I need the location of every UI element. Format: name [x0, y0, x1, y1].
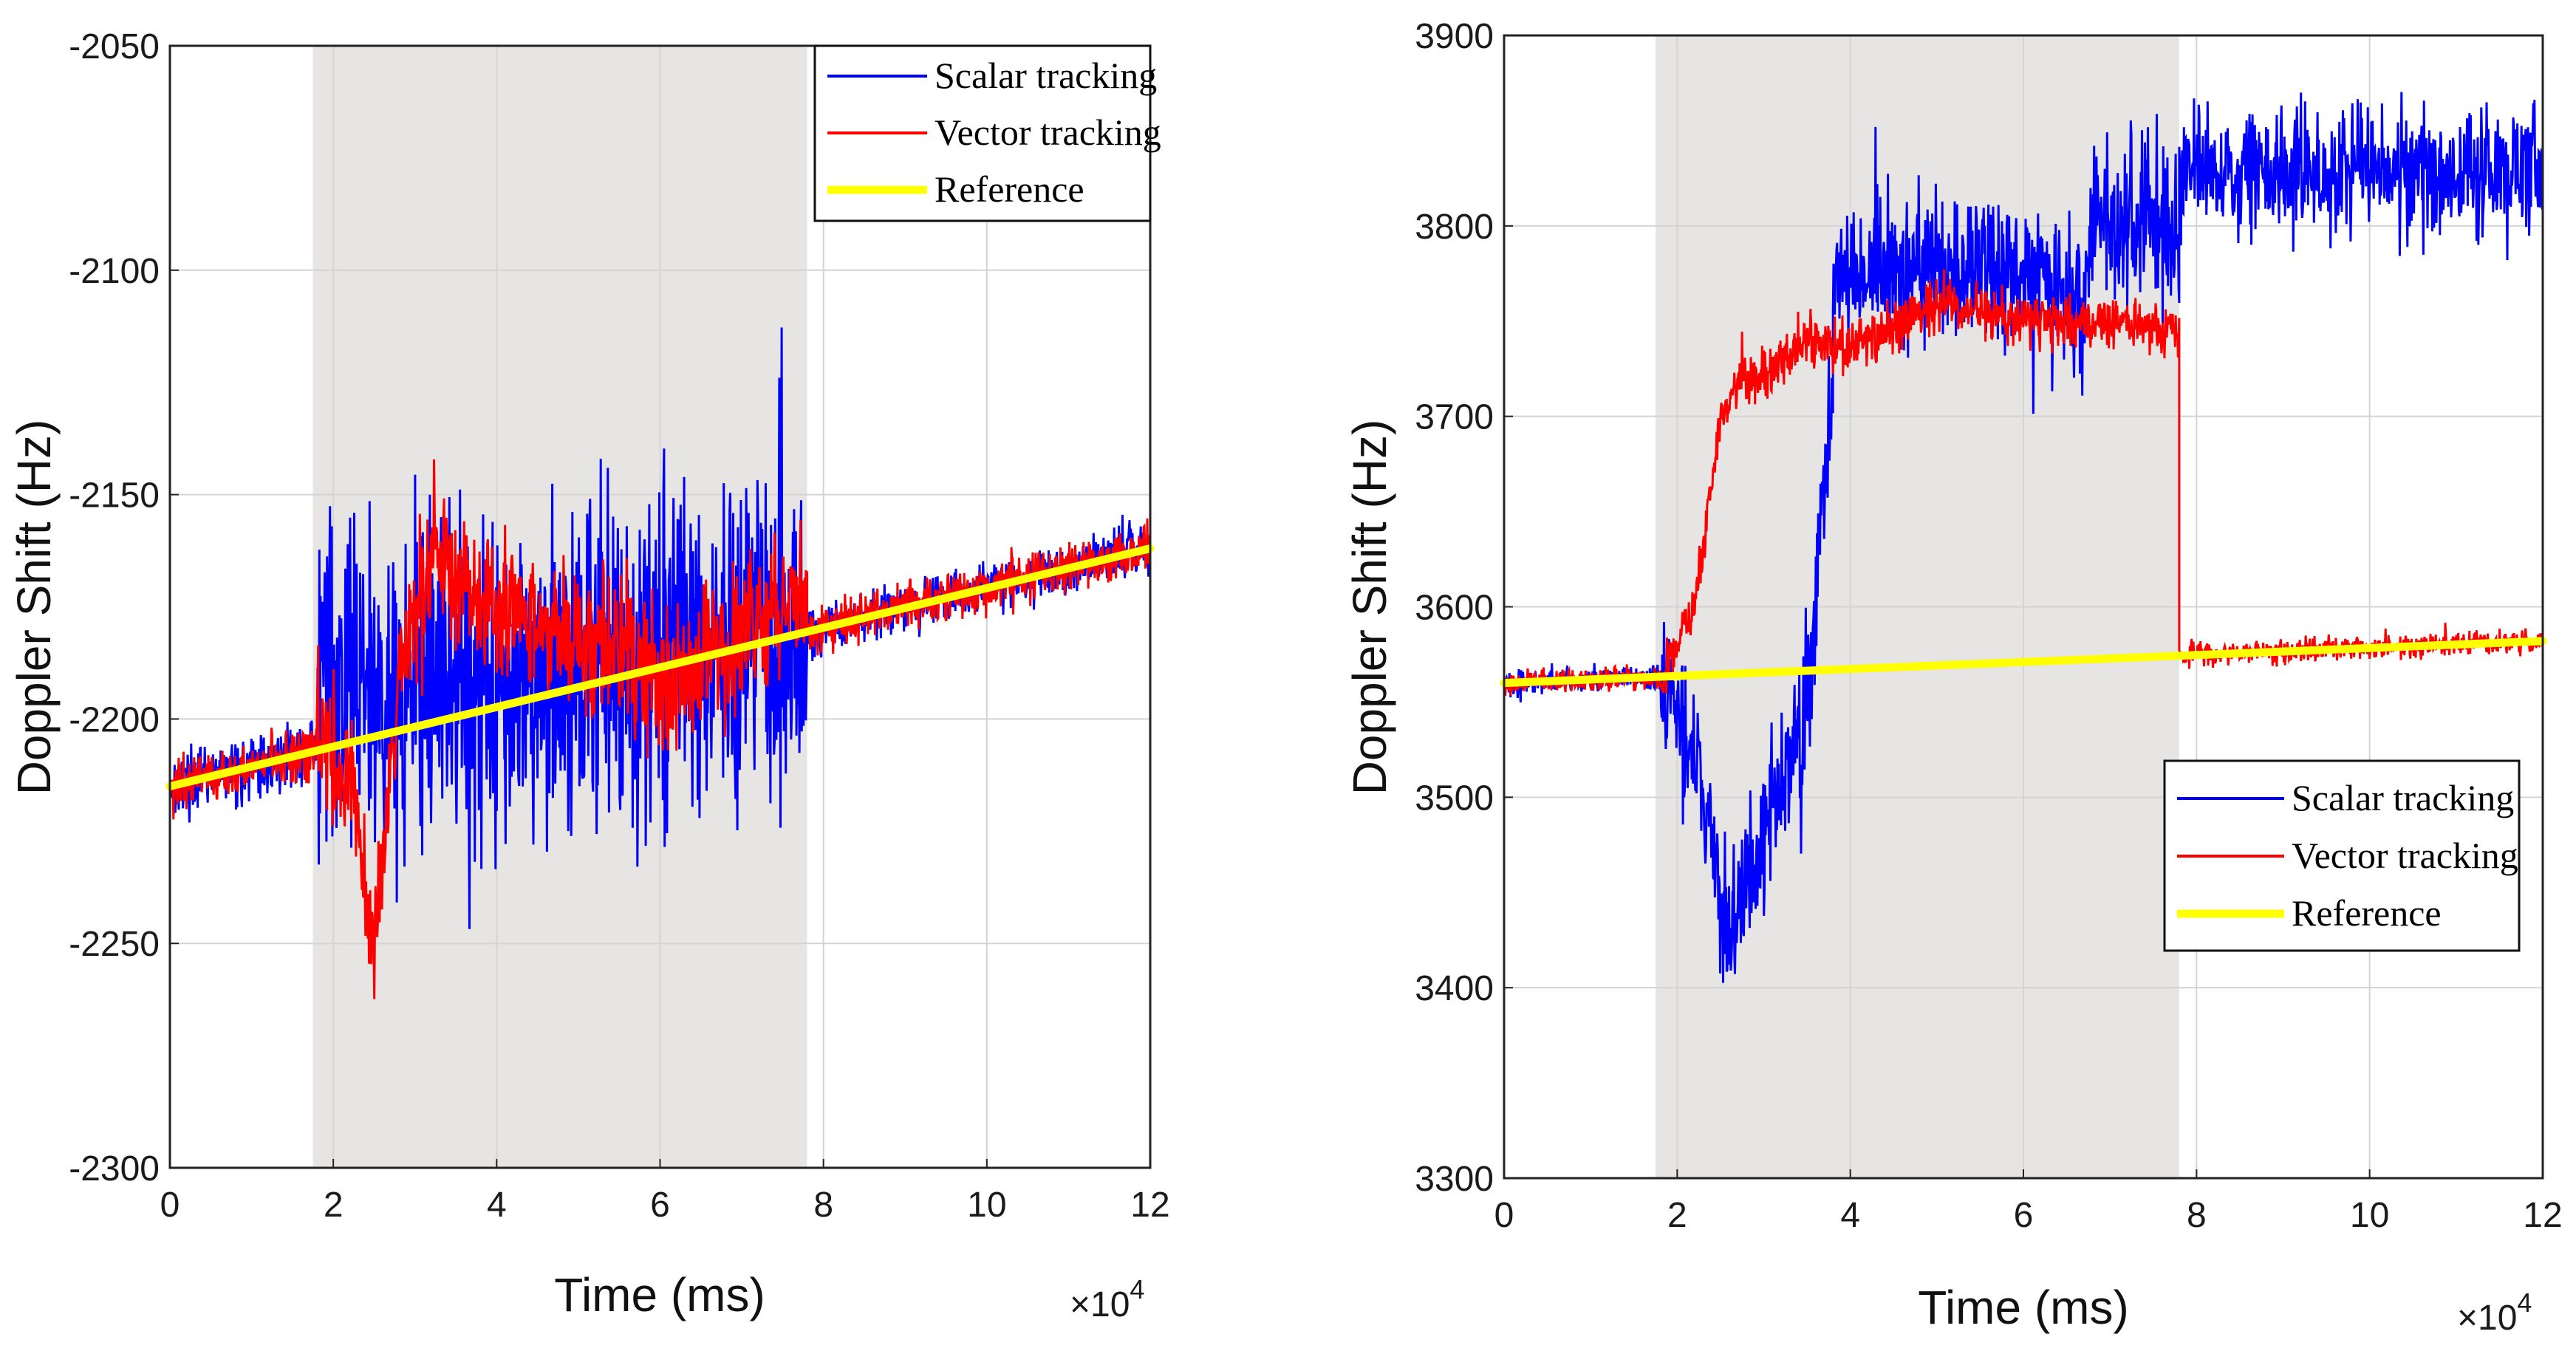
y-tick-label: 3400	[1415, 969, 1494, 1008]
y-tick-label: -2100	[69, 252, 160, 291]
y-tick-label: 3300	[1415, 1160, 1494, 1199]
left-chart: 0 2 4 6 8 10 12-2050-2100-2150-2200-2250-2300 …	[7, 27, 1170, 1324]
x-tick-label: 10	[967, 1186, 1006, 1225]
right-x-multiplier-base: ×10	[2457, 1299, 2517, 1338]
x-tick-label: 4	[1840, 1196, 1860, 1235]
x-tick-label: 0	[1494, 1196, 1514, 1235]
right-x-axis-label: Time (ms)	[1918, 1281, 2129, 1334]
x-tick-label: 2	[324, 1186, 344, 1225]
left-x-axis-label: Time (ms)	[554, 1268, 765, 1321]
left-x-multiplier-exponent: 4	[1130, 1274, 1144, 1304]
y-tick-label: -2150	[69, 476, 160, 516]
left-legend-label-scalar: Scalar tracking	[935, 55, 1157, 96]
right-x-multiplier-exponent: 4	[2517, 1287, 2532, 1318]
x-tick-label: 8	[813, 1186, 833, 1225]
left-x-multiplier: ×104	[1070, 1274, 1144, 1324]
x-tick-label: 2	[1667, 1196, 1687, 1235]
right-legend-label-scalar: Scalar tracking	[2292, 777, 2514, 818]
left-legend: Scalar tracking Vector tracking Referenc…	[813, 44, 1161, 222]
right-series-layer	[1500, 92, 2547, 983]
x-tick-label: 8	[2187, 1196, 2207, 1235]
right-series-vector-tracking	[1503, 269, 2544, 696]
x-tick-label: 12	[1130, 1186, 1169, 1225]
x-tick-label: 0	[160, 1186, 180, 1225]
y-tick-label: 3900	[1415, 17, 1494, 56]
y-tick-label: 3500	[1415, 779, 1494, 818]
y-tick-label: 3800	[1415, 208, 1494, 247]
left-x-multiplier-base: ×10	[1070, 1285, 1130, 1324]
y-tick-label: -2300	[69, 1149, 160, 1188]
x-tick-label: 6	[650, 1186, 670, 1225]
left-y-axis-label: Doppler Shift (Hz)	[7, 420, 61, 796]
right-series-reference	[1500, 637, 2547, 688]
right-legend: Scalar tracking Vector tracking Referenc…	[2163, 759, 2521, 952]
right-x-multiplier: ×104	[2457, 1287, 2532, 1338]
left-legend-label-vector: Vector tracking	[935, 112, 1161, 153]
y-tick-label: 3600	[1415, 589, 1494, 628]
right-y-axis-label: Doppler Shift (Hz)	[1343, 420, 1396, 796]
right-tick-labels: 0 2 4 6 8 10 12 3900 3800 3700 3600 3500 3400 3300	[1415, 17, 2562, 1235]
right-legend-label-vector: Vector tracking	[2292, 835, 2518, 876]
x-tick-label: 4	[487, 1186, 507, 1225]
right-legend-label-reference: Reference	[2292, 892, 2442, 934]
y-tick-label: -2250	[69, 925, 160, 964]
x-tick-label: 6	[2014, 1196, 2034, 1235]
y-tick-label: -2050	[69, 27, 160, 66]
y-tick-label: -2200	[69, 700, 160, 739]
x-tick-label: 12	[2523, 1196, 2562, 1235]
x-tick-label: 10	[2350, 1196, 2389, 1235]
left-legend-label-reference: Reference	[935, 168, 1084, 210]
left-series-reference	[165, 544, 1155, 791]
right-chart: 0 2 4 6 8 10 12 3900 3800 3700 3600 3500 3400 3300 Do…	[1343, 17, 2563, 1338]
left-series-layer	[165, 327, 1155, 999]
left-tick-labels: 0 2 4 6 8 10 12 -2050 -2100 -2150 -2200 -2250 -2300	[69, 27, 1169, 1225]
right-series-scalar-tracking	[1503, 92, 2544, 983]
y-tick-label: 3700	[1415, 398, 1494, 437]
